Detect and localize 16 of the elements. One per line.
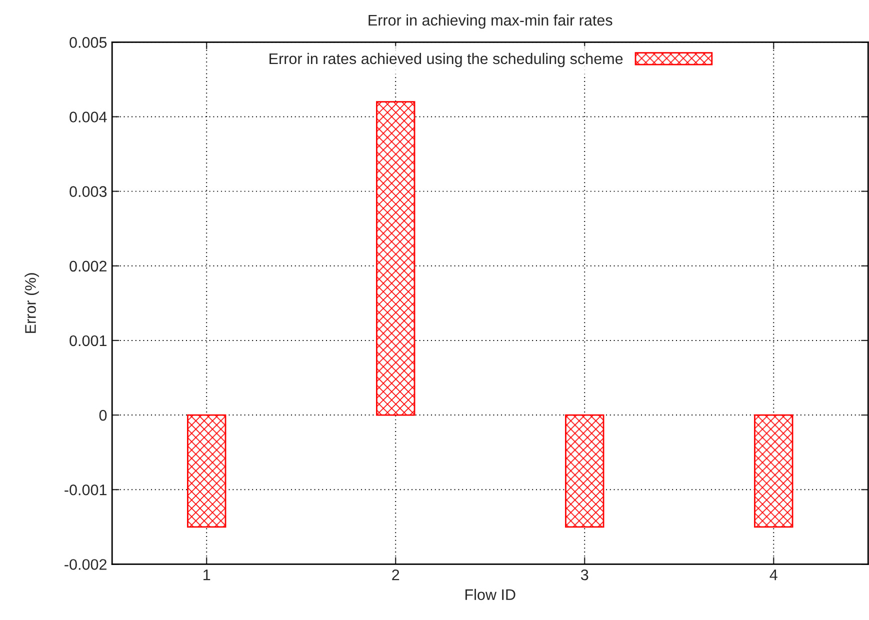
y-tick-label: 0 [99, 410, 107, 421]
x-tick-label: 4 [770, 570, 778, 580]
y-tick-label: 0.001 [70, 335, 106, 346]
x-tick-label: 2 [392, 569, 400, 580]
y-tick-label: -0.001 [64, 484, 106, 496]
x-tick-label: 3 [580, 569, 588, 580]
x-axis-title: Flow ID [465, 588, 516, 600]
y-tick-label: 0.005 [70, 37, 107, 48]
y-tick-label: 0.002 [70, 260, 106, 272]
y-tick-label: -0.002 [64, 559, 106, 570]
legend-label: Error in rates achieved using the scheduling scheme [270, 52, 623, 68]
y-axis-title: Error (%) [24, 273, 39, 333]
y-tick-label: 0.004 [70, 112, 107, 122]
y-tick-label: 0.003 [70, 186, 107, 197]
chart-title: Error in achieving max-min fair rates [368, 14, 612, 29]
x-tick-label: 1 [204, 570, 210, 580]
